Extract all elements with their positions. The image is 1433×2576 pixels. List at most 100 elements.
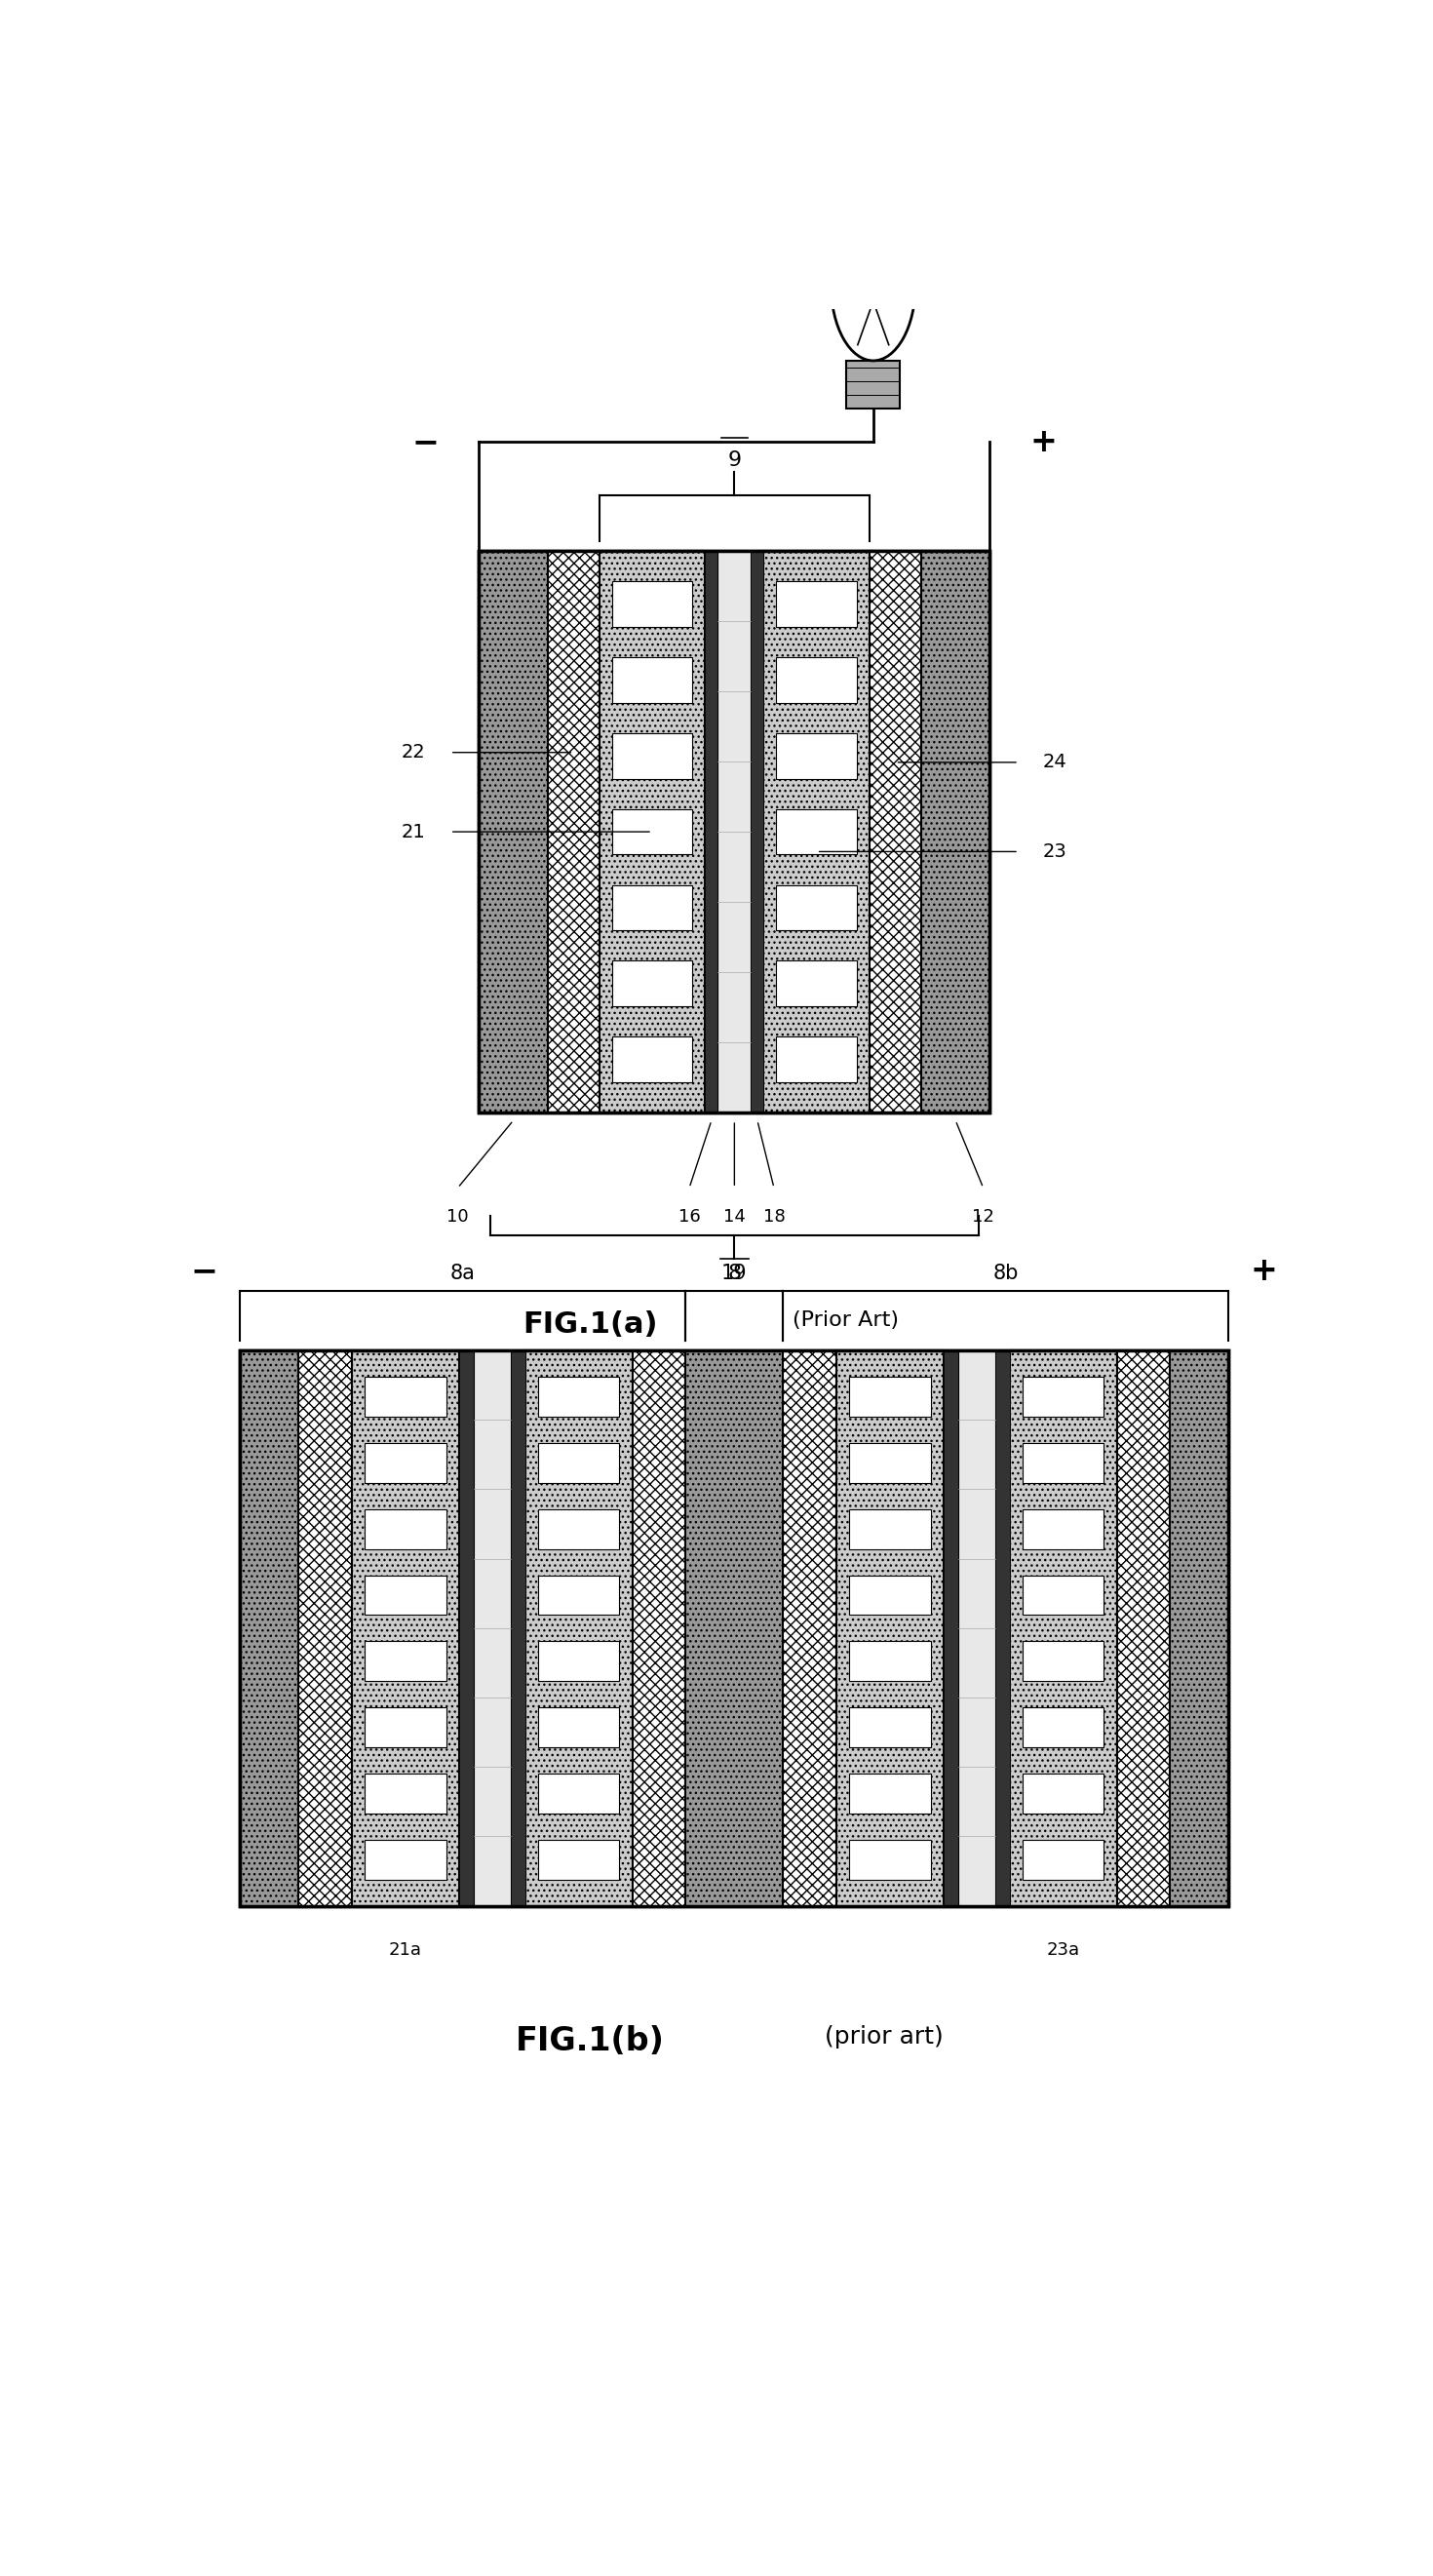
Text: 18: 18 [762, 1208, 785, 1226]
Bar [612, 886, 692, 930]
Bar [365, 1775, 446, 1814]
Text: 21a: 21a [388, 1942, 423, 1960]
Bar [850, 1577, 930, 1615]
Bar [1023, 1839, 1103, 1880]
Bar [1023, 1775, 1103, 1814]
Bar [241, 1350, 1228, 1906]
Bar [539, 1708, 619, 1747]
Text: +: + [1251, 1255, 1278, 1288]
Text: 23a: 23a [1046, 1942, 1080, 1960]
Bar [718, 551, 751, 1113]
Text: FIG.1(a): FIG.1(a) [523, 1311, 658, 1340]
Text: 8b: 8b [993, 1262, 1019, 1283]
Bar [365, 1577, 446, 1615]
Bar [365, 1641, 446, 1682]
Bar [850, 1839, 930, 1880]
Text: 23: 23 [1043, 842, 1068, 860]
Bar [847, 361, 900, 407]
Bar [479, 551, 990, 1113]
Bar [995, 1350, 1010, 1906]
Bar [539, 1775, 619, 1814]
Text: 16: 16 [678, 1208, 701, 1226]
Bar [777, 1036, 857, 1082]
Bar [943, 1350, 959, 1906]
Bar [764, 551, 870, 1113]
Bar [1023, 1577, 1103, 1615]
Bar [539, 1641, 619, 1682]
Bar [782, 1350, 837, 1906]
Bar [777, 657, 857, 703]
Text: 8a: 8a [450, 1262, 476, 1283]
Bar [850, 1510, 930, 1548]
Bar [241, 1350, 298, 1906]
Bar [365, 1839, 446, 1880]
Text: −: − [191, 1255, 218, 1288]
Bar [241, 1350, 1228, 1906]
Bar [539, 1577, 619, 1615]
Bar [474, 1350, 510, 1906]
Bar [599, 551, 705, 1113]
Bar [921, 551, 990, 1113]
Bar [298, 1350, 353, 1906]
Bar [539, 1443, 619, 1484]
Text: 24: 24 [1043, 752, 1068, 773]
Bar [539, 1510, 619, 1548]
Text: 22: 22 [401, 742, 426, 762]
Bar [365, 1443, 446, 1484]
Bar [777, 582, 857, 626]
Bar [612, 961, 692, 1007]
Bar [850, 1378, 930, 1417]
Text: 8: 8 [728, 1262, 741, 1283]
Bar [526, 1350, 632, 1906]
Bar [751, 551, 764, 1113]
Text: (Prior Art): (Prior Art) [792, 1311, 898, 1329]
Bar [686, 1350, 782, 1906]
Bar [547, 551, 599, 1113]
Bar [539, 1839, 619, 1880]
Text: (prior art): (prior art) [825, 2025, 944, 2048]
Bar [850, 1775, 930, 1814]
Text: +: + [1029, 425, 1056, 459]
Bar [1023, 1378, 1103, 1417]
Bar [479, 551, 990, 1113]
Bar [1023, 1641, 1103, 1682]
Text: 14: 14 [724, 1208, 745, 1226]
Bar [353, 1350, 459, 1906]
Bar [365, 1510, 446, 1548]
Bar [850, 1641, 930, 1682]
Bar [612, 582, 692, 626]
Bar [1023, 1510, 1103, 1548]
Bar [365, 1708, 446, 1747]
Text: 19: 19 [721, 1262, 748, 1283]
Text: −: − [413, 425, 440, 459]
Bar [612, 734, 692, 778]
Bar [365, 1378, 446, 1417]
Bar [777, 809, 857, 855]
Bar [612, 1036, 692, 1082]
Bar [870, 551, 921, 1113]
Bar [1010, 1350, 1116, 1906]
Bar [777, 886, 857, 930]
Bar [632, 1350, 686, 1906]
Bar [777, 961, 857, 1007]
Text: 12: 12 [972, 1208, 995, 1226]
Bar [705, 551, 718, 1113]
Bar [850, 1443, 930, 1484]
Bar [510, 1350, 526, 1906]
Bar [539, 1378, 619, 1417]
Text: 21: 21 [401, 822, 426, 840]
Bar [479, 551, 547, 1113]
Bar [612, 809, 692, 855]
Bar [1023, 1443, 1103, 1484]
Text: 10: 10 [447, 1208, 469, 1226]
Bar [837, 1350, 943, 1906]
Bar [777, 734, 857, 778]
Bar [612, 657, 692, 703]
Bar [1116, 1350, 1171, 1906]
Bar [459, 1350, 474, 1906]
Text: FIG.1(b): FIG.1(b) [516, 2025, 665, 2058]
Bar [959, 1350, 995, 1906]
Bar [850, 1708, 930, 1747]
Bar [1171, 1350, 1228, 1906]
Circle shape [831, 209, 916, 361]
